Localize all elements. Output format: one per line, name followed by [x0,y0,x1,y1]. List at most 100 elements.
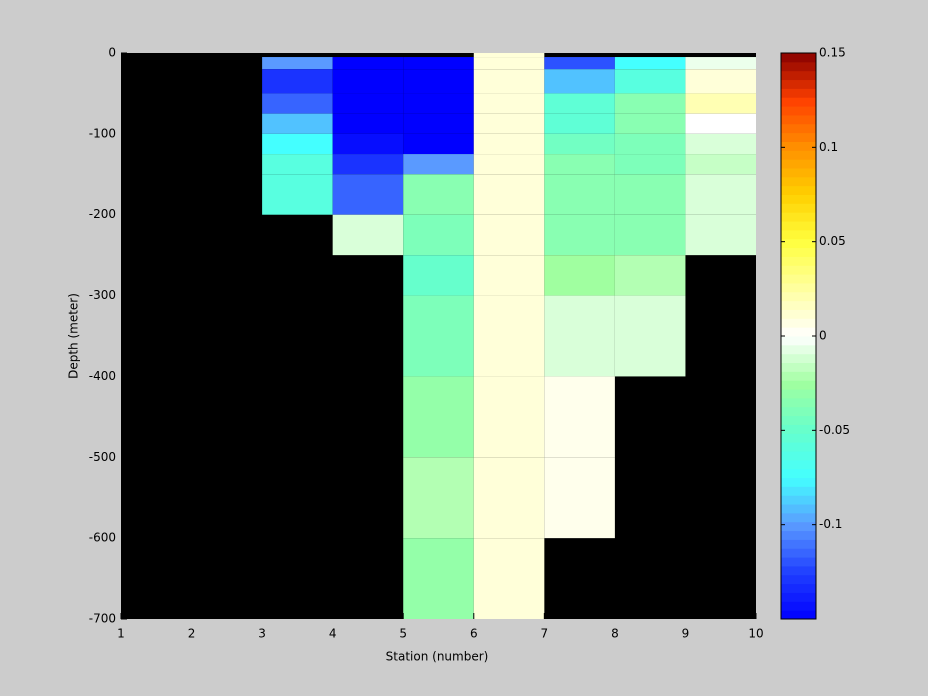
colorbar-step [781,203,816,213]
heatmap-cell [544,457,615,539]
heatmap-cell [262,154,333,175]
heatmap-cell [332,69,404,94]
colorbar-step [781,150,816,160]
heatmap-cell [685,93,756,114]
heatmap-cell [332,113,404,134]
heatmap-cell [685,57,756,70]
colorbar-step [781,221,816,231]
x-tick-label: 7 [541,627,549,641]
y-axis-label: Depth (meter) [67,293,81,379]
y-tick-label: -400 [89,369,116,383]
heatmap-cell [614,93,686,114]
heatmap-cell [262,174,333,215]
heatmap-cell [544,174,615,215]
heatmap-cell [403,214,474,256]
colorbar-step [781,159,816,169]
heatmap-cell [685,69,756,94]
heatmap-cell [614,57,686,70]
colorbar-step [781,167,816,178]
colorbar-step [781,185,816,195]
colorbar-step [781,70,816,81]
heatmap-cell [544,295,615,377]
heatmap-cell [614,113,686,134]
x-tick-label: 10 [748,627,763,641]
heatmap-cell [473,133,545,155]
colorbar-step [781,106,816,116]
heatmap-cell [473,295,545,377]
colorbar-step [781,486,816,496]
x-tick-label: 8 [611,627,619,641]
colorbar-step [781,539,816,549]
colorbar-step [781,495,816,505]
colorbar-step [781,424,816,434]
heatmap-cell [473,376,545,458]
heatmap-cell [614,154,686,175]
y-tick-label: -200 [89,207,116,221]
colorbar-step [781,194,816,204]
colorbar-step [781,521,816,532]
x-tick-label: 9 [682,627,690,641]
colorbar-step [781,362,816,372]
y-tick-label: -300 [89,288,116,302]
colorbar-step [781,88,816,98]
colorbar-tick-label: 0 [819,329,827,343]
colorbar-step [781,397,816,408]
colorbar-step [781,309,816,319]
heatmap-cell [544,57,615,70]
colorbar-step [781,132,816,142]
colorbar-step [781,327,816,337]
heatmap-cell [473,457,545,539]
heatmap-cell [685,154,756,175]
colorbar-step [781,406,816,417]
colorbar-step [781,274,816,284]
heatmap-cell [403,174,474,215]
colorbar-step [781,583,816,593]
colorbar-step [781,265,816,275]
y-tick-label: -600 [89,531,116,545]
colorbar-step [781,212,816,222]
heatmap-cell [685,174,756,215]
heatmap-cell [262,57,333,70]
colorbar-step [781,247,816,257]
heatmap-cell [403,93,474,114]
heatmap-cell [614,174,686,215]
heatmap-cell [403,538,474,619]
colorbar-step [781,450,816,461]
heatmap-cell [473,53,545,58]
heatmap-cell [473,255,545,296]
heatmap-cell [544,214,615,256]
heatmap-cell [473,57,545,70]
heatmap-cell [685,113,756,134]
heatmap-cell [403,376,474,458]
colorbar-step [781,468,816,478]
colorbar-step [781,300,816,310]
colorbar-step [781,141,816,151]
colorbar-tick-label: -0.05 [819,423,850,437]
colorbar-step [781,442,816,452]
colorbar-step [781,291,816,302]
colorbar-step [781,565,816,576]
colorbar-tick-label: 0.1 [819,140,838,154]
heatmap-cell [614,133,686,155]
x-tick-label: 4 [329,627,337,641]
colorbar-step [781,610,816,620]
heatmap-cell [544,255,615,296]
heatmap-cell [544,93,615,114]
heatmap-cell [473,214,545,256]
heatmap-cell [403,255,474,296]
y-tick-label: -700 [89,612,116,626]
heatmap-cell [544,133,615,155]
colorbar-step [781,389,816,399]
colorbar-step [781,318,816,328]
heatmap-cell [332,154,404,175]
heatmap-cell [473,538,545,619]
heatmap-cell [544,69,615,94]
heatmap-cell [332,214,404,256]
x-tick-label: 1 [117,627,125,641]
heatmap-cell [403,57,474,70]
heatmap-cell [473,154,545,175]
heatmap-cell [473,69,545,94]
colorbar-step [781,97,816,107]
colorbar-step [781,79,816,89]
heatmap-cell [262,93,333,114]
